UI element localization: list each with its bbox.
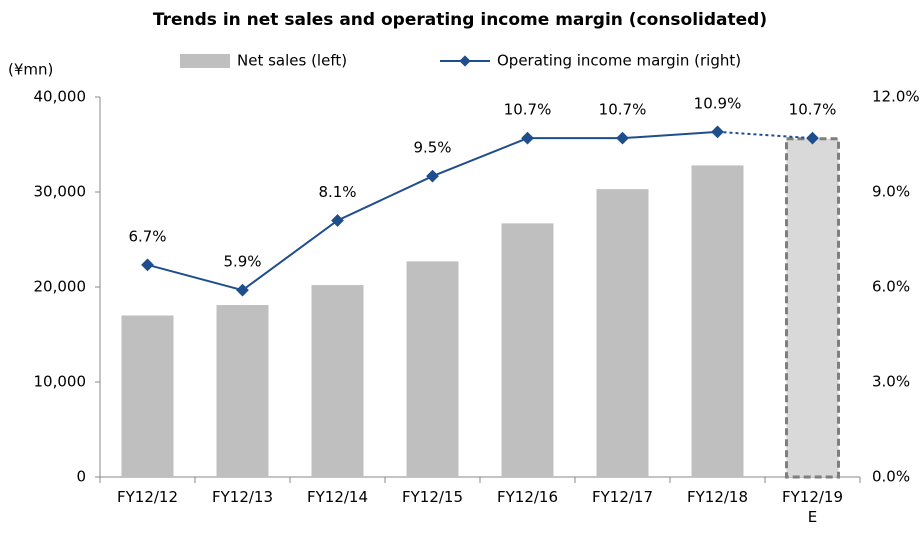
data-label: 8.1% [318,183,356,201]
y2-tick-label: 9.0% [872,183,910,201]
bar [121,315,174,477]
line-marker [521,131,534,145]
line-marker [426,169,439,183]
y-tick-label: 10,000 [34,373,87,391]
line-marker [616,131,629,145]
x-tick-label: FY12/18 [686,488,749,506]
estimate-line [717,130,813,140]
data-label: 10.7% [504,101,552,119]
y2-tick-label: 0.0% [872,468,910,486]
bar [406,261,459,477]
legend-label: Operating income margin (right) [497,52,741,70]
y2-tick-label: 12.0% [872,88,920,106]
line-marker [236,283,249,297]
y-tick-label: 30,000 [34,183,87,201]
y2-tick-label: 3.0% [872,373,910,391]
bar [691,165,744,477]
bar [785,137,840,479]
line-marker [711,125,724,139]
x-tick-label: FY12/19 E [781,488,844,526]
y-axis-unit: (¥mn) [8,61,53,79]
x-tick-label: FY12/17 [591,488,654,506]
x-tick-label: FY12/14 [306,488,369,506]
bar [216,305,269,477]
legend-label: Net sales (left) [237,52,347,70]
data-label: 9.5% [413,139,451,157]
x-tick-label: FY12/16 [496,488,559,506]
x-tick-label: FY12/13 [211,488,274,506]
chart-title: Trends in net sales and operating income… [153,10,767,30]
bar [311,285,364,477]
y-tick-label: 40,000 [34,88,87,106]
y-tick-label: 20,000 [34,278,87,296]
bar [501,223,554,477]
line-marker [331,214,344,227]
data-label: 10.9% [694,94,742,112]
y-tick-label: 0 [76,468,86,486]
legend-swatch [180,54,230,68]
x-tick-label: FY12/12 [116,488,179,506]
y2-tick-label: 6.0% [872,278,910,296]
data-label: 10.7% [599,101,647,119]
x-tick-label: FY12/15 [401,488,464,506]
bar [596,189,649,477]
data-label: 6.7% [128,227,166,245]
legend-marker [459,55,471,67]
line-marker [141,258,154,272]
data-label: 5.9% [223,253,261,271]
data-label: 10.7% [789,101,837,119]
